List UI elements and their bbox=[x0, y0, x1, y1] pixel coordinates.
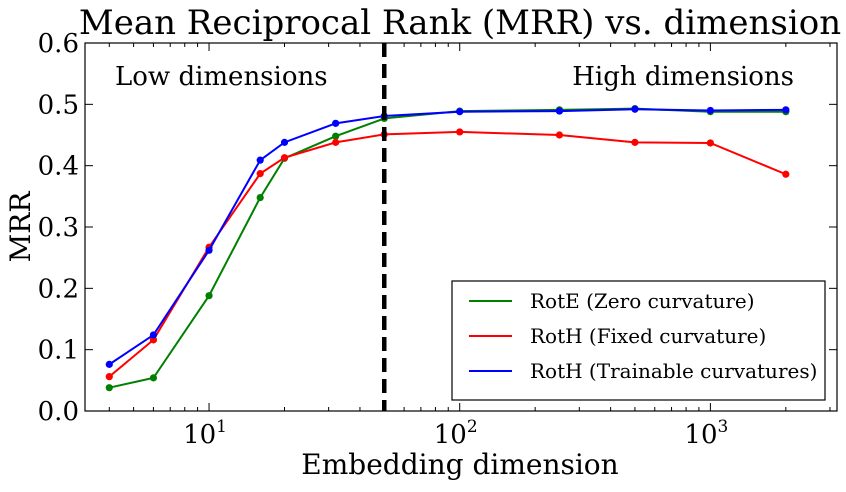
legend-label: RotE (Zero curvature) bbox=[530, 289, 755, 313]
y-tick-label: 0.0 bbox=[38, 397, 79, 427]
data-point bbox=[706, 106, 714, 115]
data-point bbox=[706, 139, 714, 147]
y-tick-label: 0.2 bbox=[38, 274, 79, 304]
x-tick-label: 102 bbox=[434, 417, 478, 450]
x-tick-label: 103 bbox=[684, 417, 728, 450]
data-point bbox=[456, 128, 464, 136]
x-tick-label: 101 bbox=[183, 417, 227, 450]
data-point bbox=[456, 108, 464, 116]
data-point bbox=[332, 132, 340, 140]
data-point bbox=[631, 105, 639, 113]
chart-title: Mean Reciprocal Rank (MRR) vs. dimension bbox=[79, 3, 841, 43]
annotation-high-dimensions: High dimensions bbox=[572, 62, 794, 92]
data-point bbox=[149, 331, 158, 339]
data-point bbox=[782, 106, 790, 114]
y-tick-label: 0.4 bbox=[38, 152, 79, 182]
y-ticks: 0.0 0.1 0.2 0.3 0.4 0.5 0.6 bbox=[38, 29, 837, 427]
data-point bbox=[631, 138, 639, 146]
y-tick-label: 0.5 bbox=[38, 90, 79, 120]
legend: RotE (Zero curvature) RotH (Fixed curvatu… bbox=[451, 280, 826, 401]
data-point bbox=[280, 138, 289, 146]
data-point bbox=[105, 360, 113, 368]
legend-box bbox=[451, 280, 826, 401]
data-point bbox=[555, 131, 564, 139]
data-point bbox=[149, 374, 158, 382]
series-2 bbox=[105, 105, 790, 368]
data-point bbox=[256, 156, 264, 164]
annotation-low-dimensions: Low dimensions bbox=[115, 62, 328, 92]
x-ticks: 101 102 103 bbox=[183, 43, 728, 450]
x-axis-label: Embedding dimension bbox=[301, 448, 618, 481]
x-minor-ticks bbox=[108, 43, 831, 411]
data-point bbox=[555, 107, 564, 115]
data-point bbox=[205, 246, 213, 254]
data-point bbox=[782, 170, 790, 178]
legend-label: RotH (Trainable curvatures) bbox=[530, 359, 817, 383]
data-point bbox=[280, 154, 289, 162]
y-tick-label: 0.1 bbox=[38, 336, 79, 366]
data-point bbox=[332, 138, 340, 146]
series-line bbox=[108, 108, 786, 366]
y-tick-label: 0.3 bbox=[38, 213, 79, 243]
data-point bbox=[332, 119, 340, 127]
data-point bbox=[105, 373, 113, 381]
y-axis-label: MRR bbox=[4, 191, 37, 263]
data-point bbox=[256, 170, 264, 178]
legend-label: RotH (Fixed curvature) bbox=[530, 324, 766, 348]
data-point bbox=[205, 292, 213, 300]
data-point bbox=[256, 193, 264, 202]
y-tick-label: 0.6 bbox=[38, 29, 79, 59]
data-point bbox=[105, 384, 113, 392]
